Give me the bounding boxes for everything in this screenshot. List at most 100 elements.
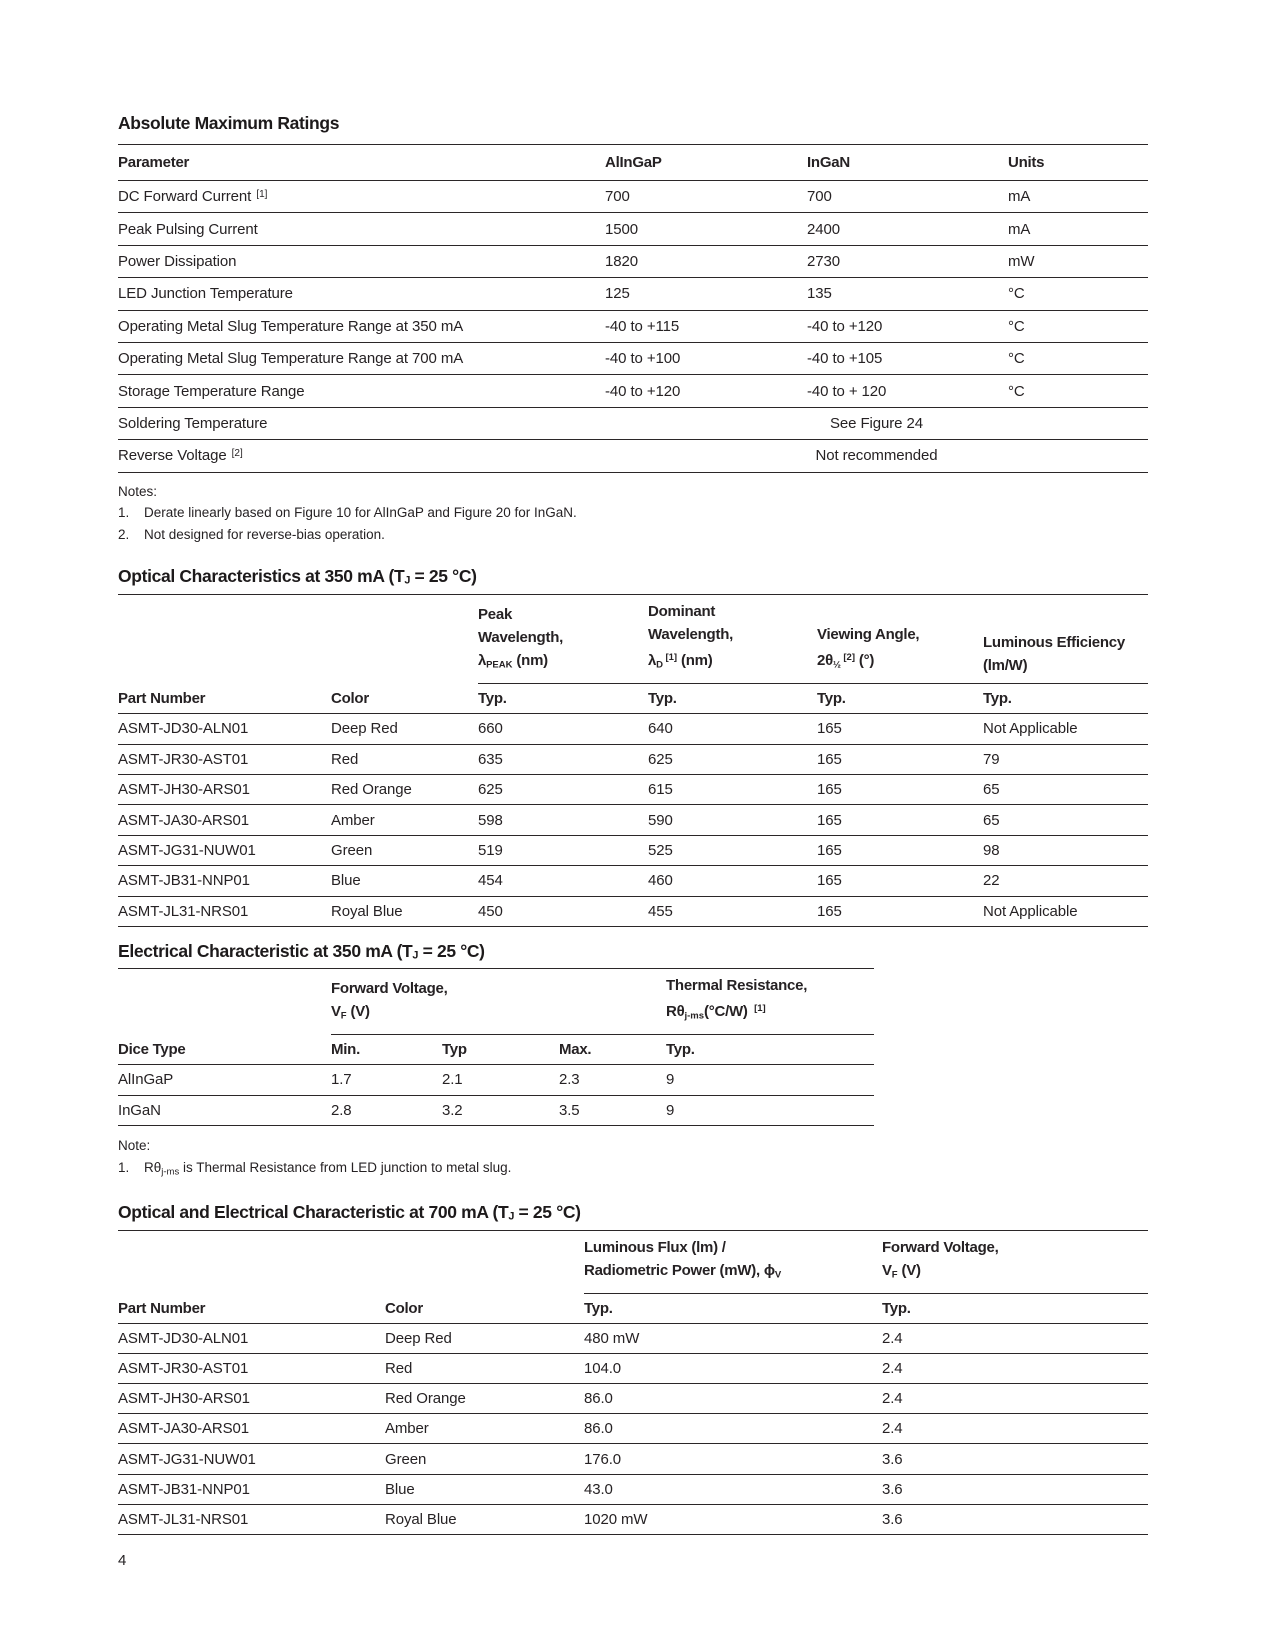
parameter-label: Reverse Voltage [118,447,231,465]
subscript-d: D [656,659,663,671]
group-header-peak-wavelength: Peak Wavelength, λPEAK (nm) [478,603,648,677]
subscript-j-ms: j-ms [161,1166,180,1178]
table-row: Power Dissipation 1820 2730 mW [118,246,1148,279]
color-value: Red Orange [331,781,412,799]
note-text: Derate linearly based on Figure 10 for A… [144,505,577,521]
header-line: Wavelength, [648,626,734,644]
forward-voltage-value: 3.6 [882,1450,903,1468]
ingan-value: 135 [807,285,832,303]
luminous-flux-value: 176.0 [584,1450,622,1468]
header-units: (°C/W) [704,1003,752,1021]
header-units: (V) [897,1262,921,1280]
vf-min-value: 2.8 [331,1101,352,1119]
title-text: Optical Characteristics at 350 mA (T [118,566,405,587]
units-value: mA [1008,188,1031,206]
col-header-part-number: Part Number [118,1299,206,1317]
rtheta-symbol: Rθ [144,1159,162,1175]
header-units: (nm) [677,652,713,670]
header-symbol-line: Rθj-ms(°C/W) [1] [666,997,874,1028]
dominant-wavelength-value: 615 [648,781,673,799]
ingan-value: -40 to +120 [807,317,883,335]
header-units: (V) [346,1003,370,1021]
table-row: ASMT-JL31-NRS01 Royal Blue 1020 mW 3.6 [118,1505,1148,1536]
part-number: ASMT-JA30-ARS01 [118,1420,250,1438]
table-row: Soldering Temperature See Figure 24 [118,408,1148,441]
col-header-units: Units [1008,154,1045,171]
group-header-row: Luminous Flux (lm) / Radiometric Power (… [118,1231,1148,1293]
dominant-wavelength-value: 460 [648,872,673,890]
forward-voltage-value: 3.6 [882,1480,903,1498]
allingap-value: 1820 [605,252,638,270]
peak-wavelength-value: 598 [478,811,503,829]
vf-max-value: 3.5 [559,1101,580,1119]
vf-symbol: V [882,1262,892,1280]
table-row: Operating Metal Slug Temperature Range a… [118,343,1148,376]
table-row: AlInGaP 1.7 2.1 2.3 9 [118,1065,874,1096]
group-header-row: Forward Voltage, VF (V) Thermal Resistan… [118,969,874,1034]
part-number: ASMT-JB31-NNP01 [118,872,250,890]
forward-voltage-value: 2.4 [882,1420,903,1438]
luminous-efficiency-value: 65 [983,811,1000,829]
viewing-angle-value: 165 [817,811,842,829]
table-row: InGaN 2.8 3.2 3.5 9 [118,1096,874,1127]
units-value: mW [1008,252,1035,270]
note-number: 1. [118,1159,130,1175]
group-header-dominant-wavelength: Dominant Wavelength, λD[1] (nm) [648,600,817,677]
color-value: Blue [385,1480,415,1498]
peak-wavelength-value: 660 [478,720,503,738]
viewing-angle-value: 165 [817,841,842,859]
part-number: ASMT-JG31-NUW01 [118,841,256,859]
ingan-value: -40 to + 120 [807,382,887,400]
parameter-cell: DC Forward Current [1] [118,188,605,205]
title-text: = 25 °C) [410,566,477,587]
header-symbol-line: λD[1] (nm) [648,646,817,677]
lambda-symbol: λ [478,652,487,670]
merged-value: Not recommended [815,447,938,465]
page-content: Absolute Maximum Ratings Parameter AlInG… [118,0,1148,1569]
table-row: ASMT-JB31-NNP01 Blue 43.0 3.6 [118,1475,1148,1505]
col-header-parameter: Parameter [118,154,190,171]
color-value: Deep Red [385,1329,452,1347]
table-row: ASMT-JD30-ALN01 Deep Red 480 mW 2.4 [118,1324,1148,1354]
subscript-v: V [774,1269,782,1281]
color-value: Royal Blue [331,902,403,920]
subscript-f: F [891,1269,898,1281]
subscript-j: J [412,949,419,962]
col-header-color: Color [385,1299,423,1317]
title-text: = 25 °C) [514,1201,581,1222]
header-symbol-line: VF (V) [882,1259,1148,1287]
group-header-viewing-angle: Viewing Angle, 2θ½[2] (°) [817,623,983,677]
table-row: ASMT-JR30-AST01 Red 104.0 2.4 [118,1354,1148,1385]
subscript-j-ms: j-ms [684,1010,704,1022]
col-header-typ: Typ. [478,690,507,707]
header-units: (nm) [512,652,548,670]
color-value: Green [385,1450,427,1468]
merged-value: See Figure 24 [830,414,923,432]
allingap-value: 1500 [605,220,638,238]
lambda-symbol: λ [648,652,657,670]
page-number: 4 [118,1552,127,1570]
forward-voltage-value: 2.4 [882,1390,903,1408]
table-row: ASMT-JL31-NRS01 Royal Blue 450 455 165 N… [118,897,1148,927]
note-item: 2. Not designed for reverse-bias operati… [118,524,1148,546]
dominant-wavelength-value: 590 [648,811,673,829]
optical-characteristics-table: Peak Wavelength, λPEAK (nm) Dominant Wav… [118,594,1148,927]
table-row: ASMT-JD30-ALN01 Deep Red 660 640 165 Not… [118,714,1148,745]
group-header-thermal-resistance: Thermal Resistance, Rθj-ms(°C/W) [1] [666,974,874,1028]
note-label: Note: [118,1138,151,1154]
header-symbol-line: 2θ½[2] (°) [817,646,983,677]
footnote-ref: [1] [754,1003,766,1015]
col-header-color: Color [331,690,369,707]
note-number: 2. [118,526,130,542]
section-title-optical-electrical-700: Optical and Electrical Characteristic at… [118,1202,1148,1226]
color-value: Red [385,1360,413,1377]
luminous-flux-value: 86.0 [584,1420,613,1438]
luminous-flux-value: 43.0 [584,1480,613,1498]
header-symbol-line: Radiometric Power (mW), ϕV [584,1259,882,1287]
luminous-efficiency-value: 79 [983,750,1000,768]
part-number: ASMT-JG31-NUW01 [118,1450,256,1468]
title-text: = 25 °C) [418,940,485,961]
header-line: Forward Voltage, [882,1239,999,1257]
col-header-ingan: InGaN [807,154,850,171]
